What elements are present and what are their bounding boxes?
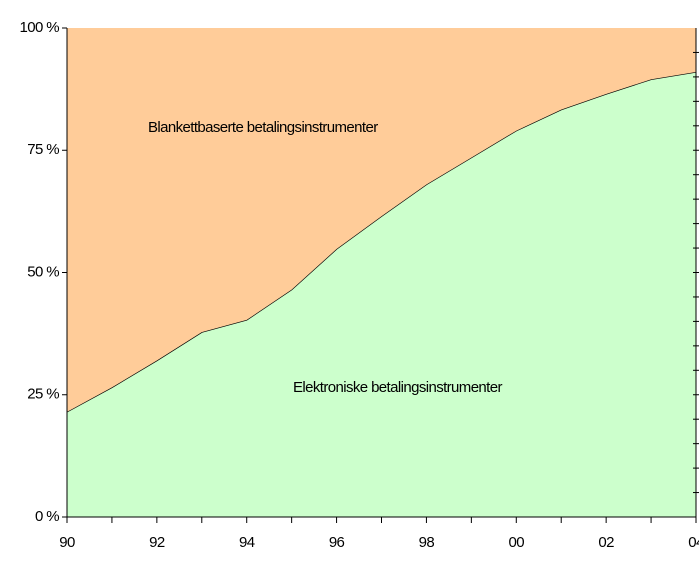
x-tick-label: 02	[598, 534, 614, 551]
area-label: Elektroniske betalingsinstrumenter	[293, 379, 502, 396]
x-tick-label: 98	[419, 534, 435, 551]
y-tick-label: 100 %	[19, 19, 59, 36]
x-tick-label: 96	[329, 534, 345, 551]
x-tick-label: 92	[149, 534, 165, 551]
area-label: Blankettbaserte betalingsinstrumenter	[148, 119, 378, 136]
area	[67, 28, 696, 412]
area	[67, 72, 696, 517]
y-tick-label: 50 %	[27, 263, 59, 280]
y-tick-label: 75 %	[27, 141, 59, 158]
y-tick-label: 25 %	[27, 386, 59, 403]
x-tick-label: 90	[59, 534, 75, 551]
x-tick-label: 00	[509, 534, 525, 551]
y-tick-label: 0 %	[35, 508, 59, 525]
x-tick-label: 94	[239, 534, 255, 551]
x-tick-label: 04	[688, 534, 699, 551]
